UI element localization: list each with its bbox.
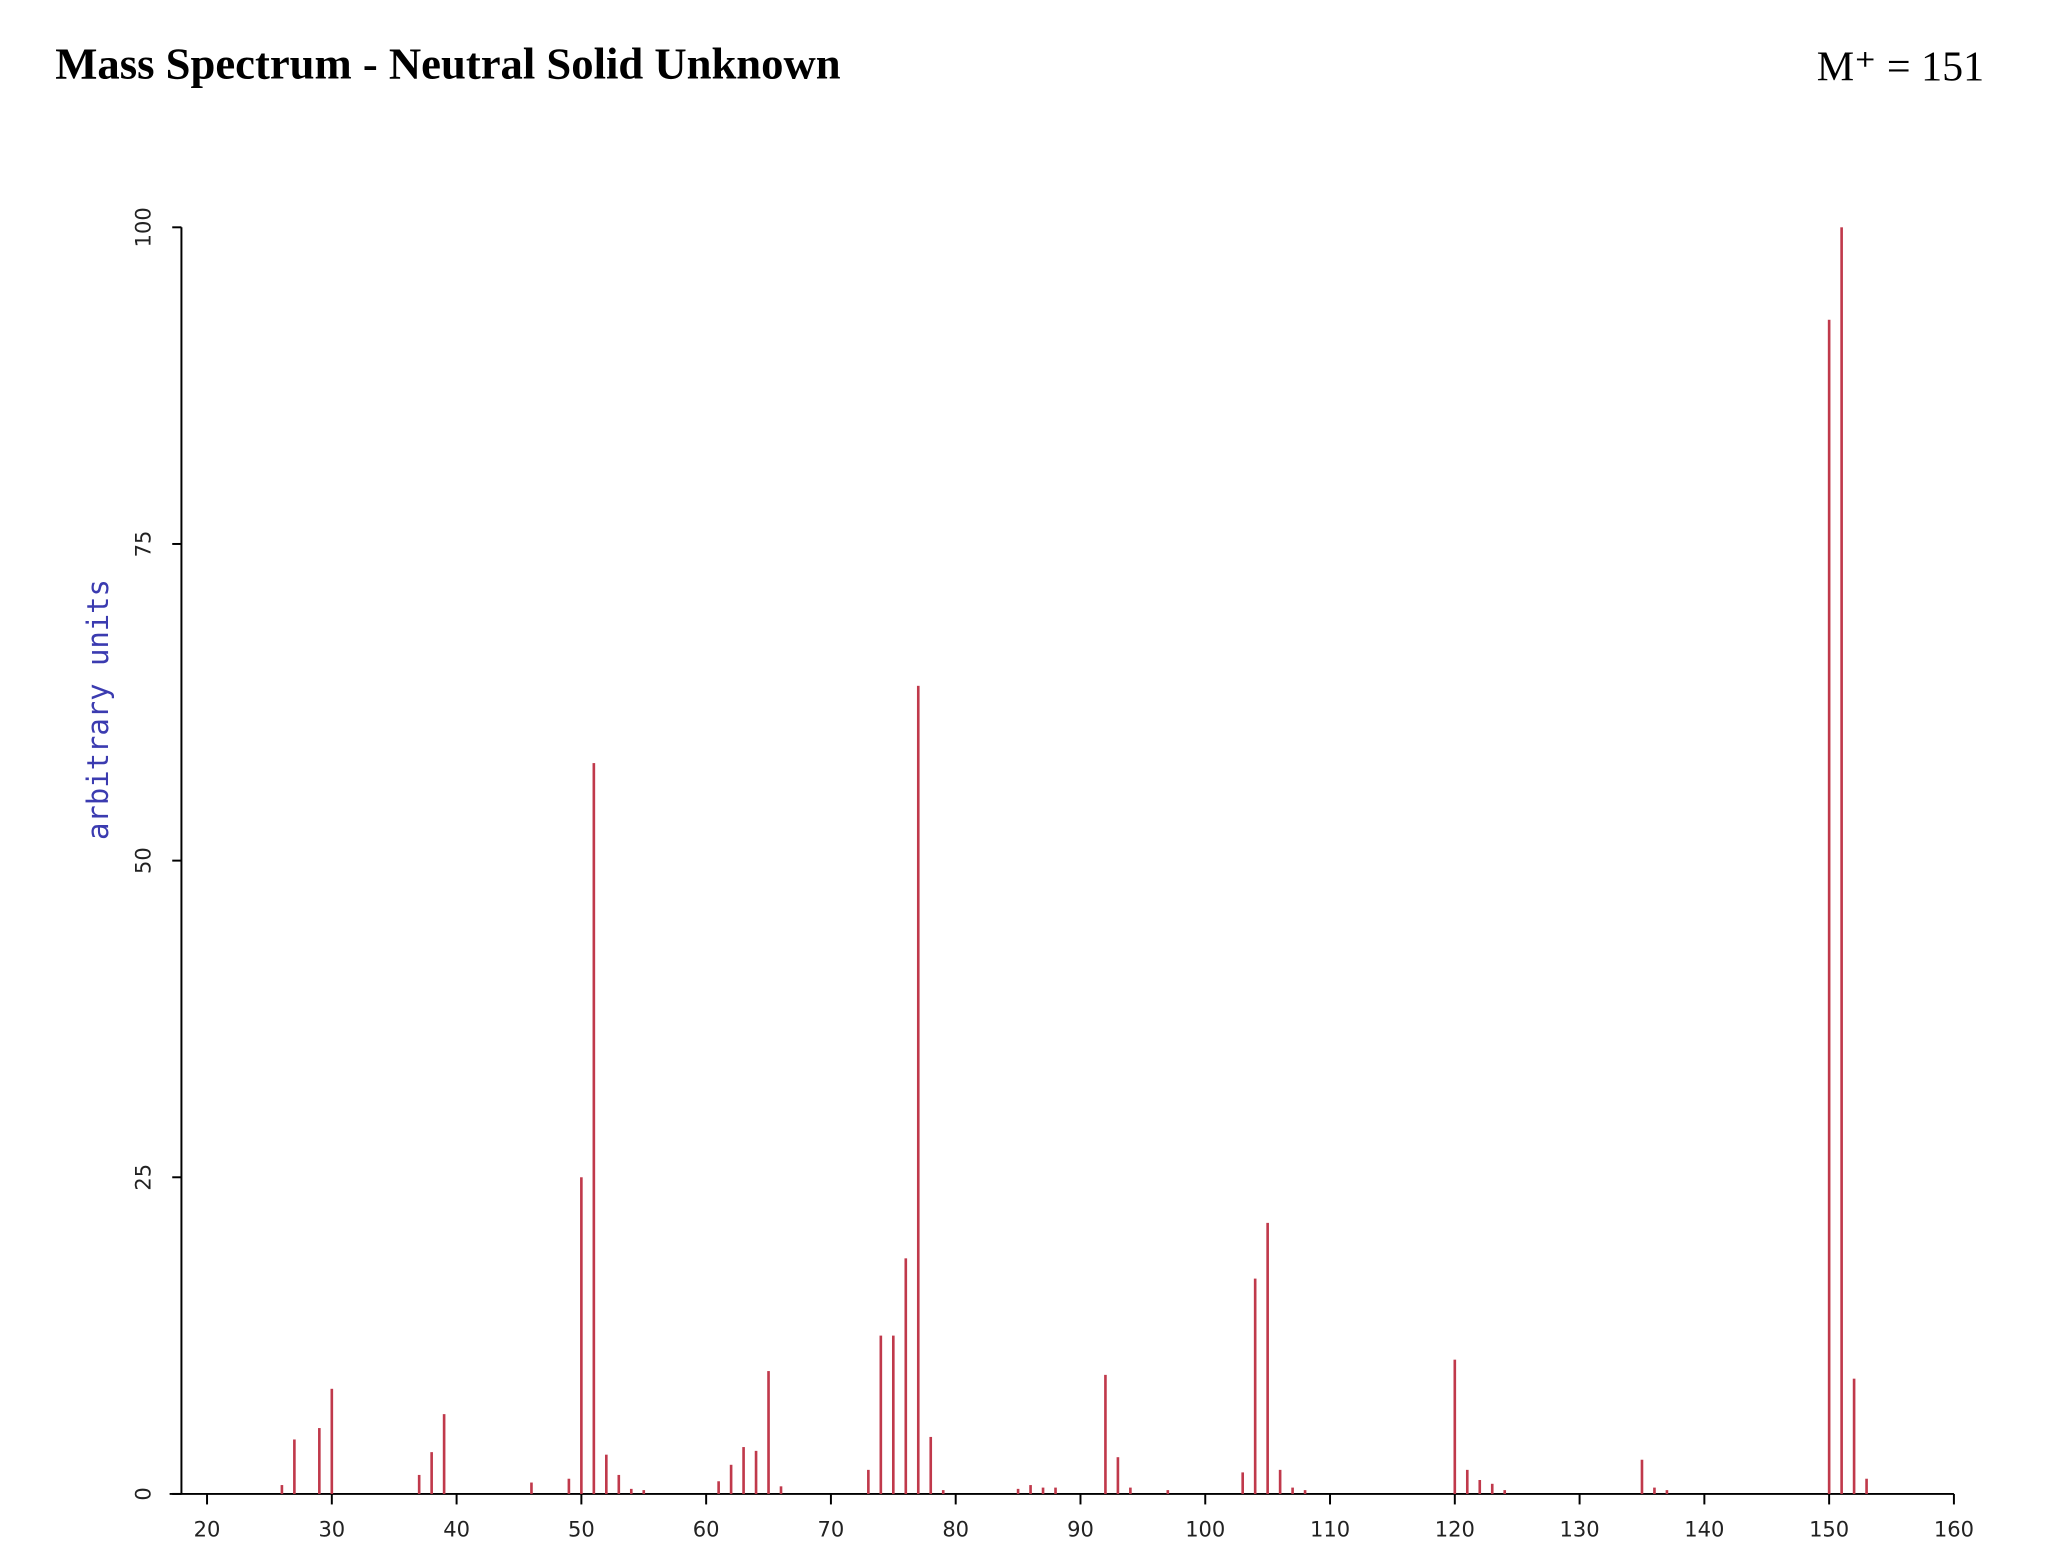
x-tick-label: 50 [568, 1517, 595, 1542]
annotation: M⁺ = 151 [1817, 45, 1984, 91]
peak [754, 1450, 758, 1494]
peak [1490, 1483, 1494, 1494]
peak [1016, 1488, 1020, 1494]
peak [729, 1464, 733, 1494]
peak [1852, 1378, 1856, 1494]
peak [767, 1371, 770, 1494]
x-tick-label: 20 [194, 1517, 221, 1542]
peak [1827, 319, 1831, 1494]
peak [941, 1490, 945, 1494]
peak [1465, 1469, 1469, 1494]
peak [1253, 1278, 1257, 1494]
x-tick-label: 130 [1560, 1517, 1600, 1542]
peak [891, 1335, 895, 1494]
peak [1840, 227, 1843, 1494]
peak [1266, 1222, 1269, 1494]
peak [1166, 1490, 1170, 1494]
peak [904, 1258, 908, 1494]
peak [293, 1439, 296, 1494]
x-tick-label: 90 [1067, 1517, 1094, 1542]
peak [717, 1481, 720, 1494]
x-tick-label: 30 [318, 1517, 345, 1542]
x-tick-label: 160 [1934, 1517, 1974, 1542]
peak [417, 1474, 421, 1494]
peak [318, 1428, 321, 1494]
peak [530, 1482, 533, 1494]
peak [1640, 1459, 1644, 1494]
peak [1104, 1374, 1107, 1494]
y-tick-label: 100 [131, 207, 156, 247]
peak [642, 1490, 646, 1494]
peak [1041, 1487, 1045, 1494]
x-tick-label: 70 [818, 1517, 845, 1542]
peak [592, 763, 596, 1494]
peak [442, 1414, 446, 1494]
x-tick-label: 80 [942, 1517, 969, 1542]
peak [1116, 1457, 1120, 1494]
peak [879, 1335, 883, 1494]
peak [1054, 1487, 1057, 1494]
peak [330, 1388, 334, 1494]
peak [1665, 1490, 1669, 1494]
x-tick-label: 60 [693, 1517, 720, 1542]
peak [916, 685, 920, 1494]
peak [779, 1486, 783, 1494]
x-tick-label: 40 [443, 1517, 470, 1542]
x-tick-label: 140 [1684, 1517, 1724, 1542]
peak [1503, 1490, 1507, 1494]
peak [605, 1454, 608, 1494]
peak [567, 1478, 571, 1494]
x-tick-label: 120 [1435, 1517, 1475, 1542]
chart-title: Mass Spectrum - Neutral Solid Unknown [55, 39, 840, 89]
peak [1303, 1490, 1307, 1494]
peak [742, 1447, 745, 1494]
peak [280, 1485, 284, 1494]
peak [1291, 1487, 1294, 1494]
y-tick-label: 0 [131, 1487, 156, 1500]
peak [1453, 1359, 1457, 1494]
peak [1029, 1485, 1032, 1494]
peak [929, 1436, 933, 1494]
peak [580, 1177, 583, 1494]
y-tick-label: 75 [131, 531, 156, 558]
peak [867, 1469, 870, 1494]
y-tick-label: 25 [131, 1164, 156, 1191]
peak [1278, 1469, 1282, 1494]
peak [1478, 1479, 1482, 1494]
peak [1129, 1487, 1132, 1494]
x-tick-label: 110 [1310, 1517, 1350, 1542]
peak [430, 1452, 433, 1494]
x-tick-label: 100 [1185, 1517, 1225, 1542]
peak [1653, 1487, 1656, 1494]
peak [617, 1474, 621, 1494]
peak [1865, 1478, 1868, 1494]
y-tick-label: 50 [131, 847, 156, 874]
y-axis-label: arbitrary units [81, 579, 115, 840]
peak [629, 1488, 633, 1494]
peak [1241, 1472, 1245, 1494]
x-tick-label: 150 [1809, 1517, 1849, 1542]
